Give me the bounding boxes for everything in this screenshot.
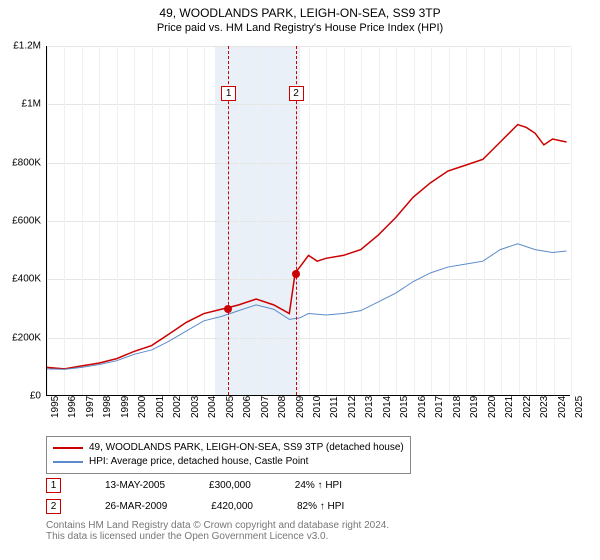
x-tick-label: 2000 [137,396,148,418]
legend-label-hpi: HPI: Average price, detached house, Cast… [89,455,308,469]
x-tick-label: 2021 [504,396,515,418]
x-tick-label: 1997 [85,396,96,418]
sale-marker-badge: 1 [221,86,236,101]
sales-hpi-2: 82% ↑ HPI [297,501,344,512]
x-tick-label: 1996 [67,396,78,418]
sales-table: 1 13-MAY-2005 £300,000 24% ↑ HPI 2 26-MA… [46,478,344,520]
x-tick-label: 2010 [312,396,323,418]
x-tick-label: 2007 [260,396,271,418]
series-line-hpi [47,244,567,370]
legend-row-property: 49, WOODLANDS PARK, LEIGH-ON-SEA, SS9 3T… [53,441,404,455]
x-tick-label: 2009 [295,396,306,418]
y-tick-label: £0 [1,391,41,402]
x-tick-label: 2004 [207,396,218,418]
chart-subtitle: Price paid vs. HM Land Registry's House … [0,22,600,34]
sale-marker-dot [224,305,232,313]
chart-container: 49, WOODLANDS PARK, LEIGH-ON-SEA, SS9 3T… [0,0,600,560]
legend-box: 49, WOODLANDS PARK, LEIGH-ON-SEA, SS9 3T… [46,436,411,474]
x-tick-label: 2006 [242,396,253,418]
x-tick-label: 2020 [487,396,498,418]
x-tick-label: 2008 [277,396,288,418]
chart-svg [47,46,570,395]
y-tick-label: £1.2M [1,41,41,52]
x-tick-label: 2002 [172,396,183,418]
sales-row-2: 2 26-MAR-2009 £420,000 82% ↑ HPI [46,499,344,514]
y-tick-label: £200K [1,332,41,343]
x-tick-label: 2025 [574,396,585,418]
title-block: 49, WOODLANDS PARK, LEIGH-ON-SEA, SS9 3T… [0,0,600,34]
x-tick-label: 2022 [522,396,533,418]
x-tick-label: 1995 [50,396,61,418]
sale-marker-badge: 2 [289,86,304,101]
x-tick-label: 2003 [190,396,201,418]
series-line-property [47,125,567,369]
footer-attribution: Contains HM Land Registry data © Crown c… [46,520,389,542]
x-gridline [571,46,572,395]
x-tick-label: 1998 [102,396,113,418]
x-tick-label: 2019 [469,396,480,418]
sales-badge-2: 2 [46,499,61,514]
legend-row-hpi: HPI: Average price, detached house, Cast… [53,455,404,469]
sales-badge-1: 1 [46,478,61,493]
footer-line-1: Contains HM Land Registry data © Crown c… [46,520,389,531]
sales-row-1: 1 13-MAY-2005 £300,000 24% ↑ HPI [46,478,344,493]
chart-plot-area: £0£200K£400K£600K£800K£1M£1.2M1995199619… [46,46,570,396]
x-tick-label: 2012 [347,396,358,418]
y-tick-label: £1M [1,99,41,110]
x-tick-label: 2014 [382,396,393,418]
sales-date-1: 13-MAY-2005 [105,480,165,491]
sales-price-1: £300,000 [209,480,251,491]
sale-marker-dot [292,270,300,278]
legend-swatch-hpi [53,461,83,463]
x-tick-label: 2016 [417,396,428,418]
x-tick-label: 2001 [155,396,166,418]
chart-title: 49, WOODLANDS PARK, LEIGH-ON-SEA, SS9 3T… [0,6,600,20]
y-tick-label: £400K [1,274,41,285]
x-tick-label: 2011 [329,396,340,418]
sales-hpi-1: 24% ↑ HPI [295,480,342,491]
legend-label-property: 49, WOODLANDS PARK, LEIGH-ON-SEA, SS9 3T… [89,441,404,455]
x-tick-label: 2023 [539,396,550,418]
legend-swatch-property [53,447,83,449]
footer-line-2: This data is licensed under the Open Gov… [46,531,389,542]
x-tick-label: 2013 [364,396,375,418]
y-tick-label: £800K [1,157,41,168]
x-tick-label: 2024 [557,396,568,418]
x-tick-label: 2005 [225,396,236,418]
x-tick-label: 2018 [452,396,463,418]
x-tick-label: 2015 [399,396,410,418]
x-tick-label: 2017 [434,396,445,418]
sales-price-2: £420,000 [211,501,253,512]
y-tick-label: £600K [1,216,41,227]
sales-date-2: 26-MAR-2009 [105,501,167,512]
x-tick-label: 1999 [120,396,131,418]
